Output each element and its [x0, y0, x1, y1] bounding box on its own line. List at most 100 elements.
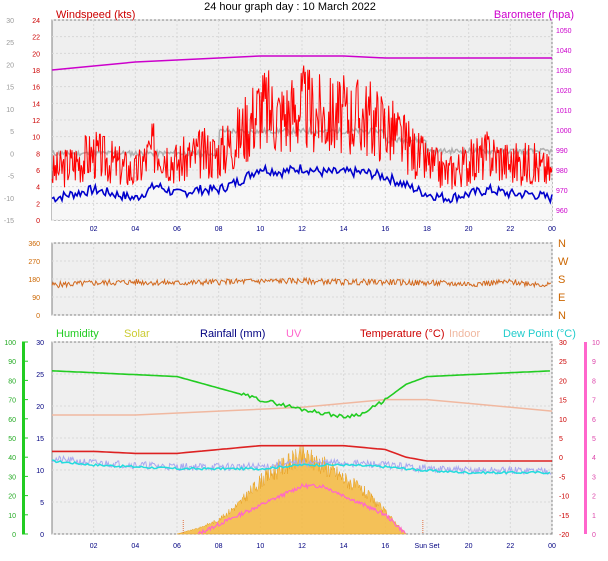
legend-solar: Solar [124, 328, 150, 340]
wind-tick-label: 24 [32, 18, 40, 25]
x-tick-label: 10 [256, 543, 264, 550]
humidity-tick-label: 20 [8, 494, 16, 501]
rainfall-tick-label: 10 [36, 468, 44, 475]
temp-tick-label: 0 [10, 151, 14, 158]
direction-tick-label: 0 [36, 313, 40, 320]
x-tick-label: 06 [173, 226, 181, 233]
x-tick-label: 04 [131, 226, 139, 233]
temp-tick-label: 25 [559, 359, 567, 366]
humidity-tick-label: 100 [4, 340, 16, 347]
wind-barometer-panel: 242220181614121086420302520151050-5-10-1… [4, 9, 574, 233]
indoor-series [52, 398, 553, 416]
uv-tick-label: 7 [592, 398, 596, 405]
wind-chill-series [51, 125, 553, 159]
x-tick-label: 08 [215, 226, 223, 233]
x-tick-label: 00 [548, 543, 556, 550]
x-tick-label: 20 [465, 226, 473, 233]
temp-tick-label: 10 [559, 417, 567, 424]
temp-tick-label: 0 [559, 455, 563, 462]
baro-tick-label: 1020 [556, 88, 572, 95]
baro-tick-label: 1000 [556, 128, 572, 135]
wind-tick-label: 20 [32, 51, 40, 58]
uv-tick-label: 9 [592, 359, 596, 366]
legend-dewpoint: Dew Point (°C) [503, 328, 576, 340]
uv-tick-label: 0 [592, 532, 596, 539]
uv-series [197, 482, 406, 535]
x-tick-label: 02 [90, 543, 98, 550]
wind-tick-label: 8 [36, 151, 40, 158]
humidity-tick-label: 10 [8, 513, 16, 520]
humidity-tick-label: 40 [8, 455, 16, 462]
temp-tick-label: 5 [10, 129, 14, 136]
humidity-tick-label: 90 [8, 359, 16, 366]
x-tick-label: 14 [340, 543, 348, 550]
wind-gust-series [51, 65, 553, 190]
rainfall-tick-label: 0 [40, 532, 44, 539]
compass-label: S [558, 274, 565, 286]
x-tick-label: 12 [298, 226, 306, 233]
baro-tick-label: 1030 [556, 68, 572, 75]
temp-tick-label: 25 [6, 40, 14, 47]
direction-tick-label: 360 [28, 241, 40, 248]
uv-tick-label: 5 [592, 436, 596, 443]
temp-tick-label: 20 [6, 62, 14, 69]
x-tick-label: Sun Set [415, 543, 440, 550]
x-tick-label: 16 [381, 226, 389, 233]
uv-tick-label: 8 [592, 378, 596, 385]
wind-direction-series [51, 276, 551, 289]
humidity-tick-label: 50 [8, 436, 16, 443]
uv-axis-bar [584, 342, 587, 534]
wind-tick-label: 10 [32, 135, 40, 142]
legend-uv: UV [286, 328, 302, 340]
temp-tick-label: 15 [6, 85, 14, 92]
x-tick-label: 00 [548, 226, 556, 233]
x-tick-label: 14 [340, 226, 348, 233]
temp-tick-label: -5 [559, 474, 565, 481]
humidity-series [51, 370, 550, 419]
uv-tick-label: 1 [592, 513, 596, 520]
compass-label: N [558, 310, 566, 322]
baro-tick-label: 990 [556, 148, 568, 155]
rainfall-tick-label: 5 [40, 500, 44, 507]
humidity-tick-label: 70 [8, 398, 16, 405]
legend-rainfall: Rainfall (mm) [200, 328, 265, 340]
compass-label: E [558, 292, 565, 304]
x-tick-label: 08 [215, 543, 223, 550]
x-tick-label: 02 [90, 226, 98, 233]
x-tick-label: 12 [298, 543, 306, 550]
uv-tick-label: 10 [592, 340, 600, 347]
wind-tick-label: 22 [32, 35, 40, 42]
humidity-tick-label: 60 [8, 417, 16, 424]
dewpoint-series [51, 459, 551, 475]
temp-tick-label: 15 [559, 398, 567, 405]
direction-tick-label: 270 [28, 259, 40, 266]
baro-tick-label: 980 [556, 168, 568, 175]
baro-tick-label: 960 [556, 208, 568, 215]
temp-tick-label: 10 [6, 107, 14, 114]
temperature-humidity-panel: Humidity Solar Rainfall (mm) UV Temperature … [4, 328, 600, 550]
baro-tick-label: 1040 [556, 48, 572, 55]
uv-tick-label: 6 [592, 417, 596, 424]
temp-tick-label: 30 [6, 18, 14, 25]
x-tick-label: 10 [256, 226, 264, 233]
uv-tick-label: 3 [592, 474, 596, 481]
x-tick-label: 22 [506, 543, 514, 550]
x-tick-label: 16 [381, 543, 389, 550]
wind-tick-label: 18 [32, 68, 40, 75]
legend-indoor: Indoor [449, 328, 481, 340]
legend-humidity: Humidity [56, 328, 99, 340]
compass-label: N [558, 238, 566, 250]
uv-tick-label: 4 [592, 455, 596, 462]
temp-tick-label: 5 [559, 436, 563, 443]
barometer-axis-label: Barometer (hpa) [494, 9, 574, 21]
x-tick-label: 22 [506, 226, 514, 233]
temp-tick-label: -10 [559, 494, 569, 501]
humidity-tick-label: 0 [12, 532, 16, 539]
wind-tick-label: 2 [36, 201, 40, 208]
x-tick-label: 20 [465, 543, 473, 550]
temp-tick-label: -20 [559, 532, 569, 539]
wind-tick-label: 12 [32, 118, 40, 125]
